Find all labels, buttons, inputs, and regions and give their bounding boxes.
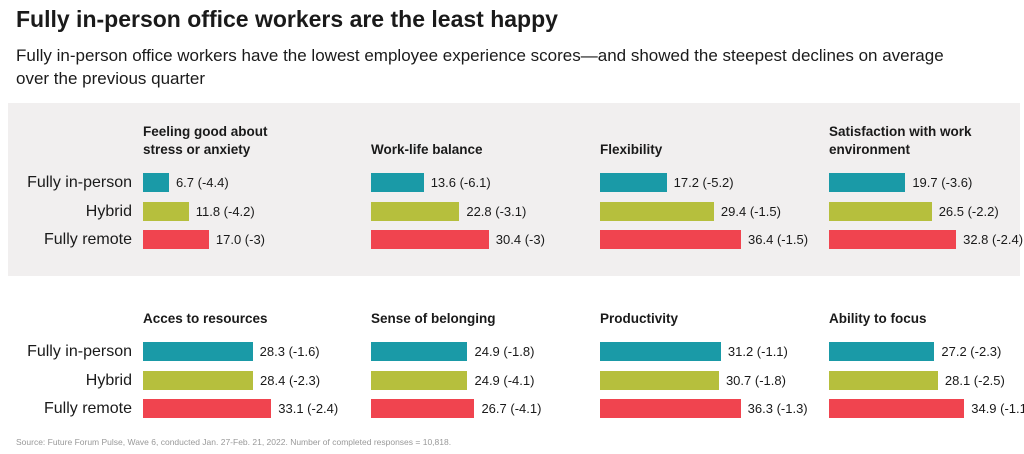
category-label: Fully in-person: [27, 343, 132, 360]
chart-title: Work-life balance: [371, 142, 483, 157]
value-label: 33.1 (-2.4): [278, 401, 339, 416]
chart-title: Flexibility: [600, 142, 663, 157]
value-label: 11.8 (-4.2): [195, 203, 255, 219]
chart-title: Acces to resources: [143, 311, 268, 326]
value-label: 34.9 (-1.1): [971, 401, 1024, 416]
value-label: 6.7 (-4.4): [175, 175, 229, 190]
bar: [829, 201, 932, 221]
bar: [829, 342, 935, 361]
bar: [143, 370, 254, 390]
bar: [829, 399, 965, 418]
bar: [143, 201, 189, 221]
bar: [371, 399, 475, 418]
value-label: 31.2 (-1.1): [727, 344, 788, 359]
value-label: 26.7 (-4.1): [481, 401, 542, 416]
value-label: 27.2 (-2.3): [941, 344, 1002, 359]
value-label: 30.4 (-3): [495, 232, 545, 247]
bar: [143, 399, 272, 418]
page-title: Fully in-person office workers are the l…: [16, 6, 558, 32]
value-label: 19.7 (-3.6): [912, 175, 973, 190]
value-label: 24.9 (-4.1): [474, 372, 535, 388]
category-label: Hybrid: [85, 202, 132, 220]
category-label: Fully in-person: [27, 174, 132, 191]
bar: [600, 201, 714, 221]
value-label: 30.7 (-1.8): [725, 372, 786, 388]
bar: [371, 370, 468, 390]
bar: [829, 173, 906, 192]
value-label: 24.9 (-1.8): [474, 344, 535, 359]
value-label: 32.8 (-2.4): [963, 232, 1024, 247]
bar: [829, 370, 938, 390]
value-label: 22.8 (-3.1): [466, 203, 527, 219]
bar: [600, 399, 741, 418]
chart-title: Satisfaction with work environment: [829, 124, 972, 157]
value-label: 29.4 (-1.5): [720, 203, 781, 219]
chart-title: Feeling good about stress or anxiety: [143, 124, 268, 157]
value-label: 17.0 (-3): [215, 232, 266, 247]
source-note: Source: Future Forum Pulse, Wave 6, cond…: [16, 437, 452, 447]
bar: [600, 370, 719, 390]
chart-title: Productivity: [600, 311, 679, 326]
page-subtitle: Fully in-person office workers have the …: [16, 46, 944, 88]
bar: [371, 342, 468, 361]
value-label: 28.1 (-2.5): [944, 372, 1005, 388]
value-label: 26.5 (-2.2): [938, 203, 999, 219]
category-label: Fully remote: [43, 400, 132, 417]
bar: [600, 230, 742, 249]
value-label: 17.2 (-5.2): [673, 175, 734, 190]
bar: [600, 342, 721, 361]
bar: [371, 173, 424, 192]
bar: [143, 342, 253, 361]
value-label: 13.6 (-6.1): [430, 175, 491, 190]
chart-title: Ability to focus: [829, 311, 927, 326]
bar: [143, 230, 209, 249]
category-label: Hybrid: [85, 371, 132, 389]
bar: [143, 173, 169, 192]
chart-title: Sense of belonging: [371, 311, 496, 326]
bar: [600, 173, 667, 192]
bar: [371, 201, 460, 221]
value-label: 36.4 (-1.5): [748, 232, 809, 247]
category-label: Fully remote: [43, 231, 132, 248]
bar: [829, 230, 957, 249]
value-label: 36.3 (-1.3): [747, 401, 808, 416]
value-label: 28.3 (-1.6): [259, 344, 320, 359]
value-label: 28.4 (-2.3): [260, 372, 321, 388]
bar: [371, 230, 489, 249]
